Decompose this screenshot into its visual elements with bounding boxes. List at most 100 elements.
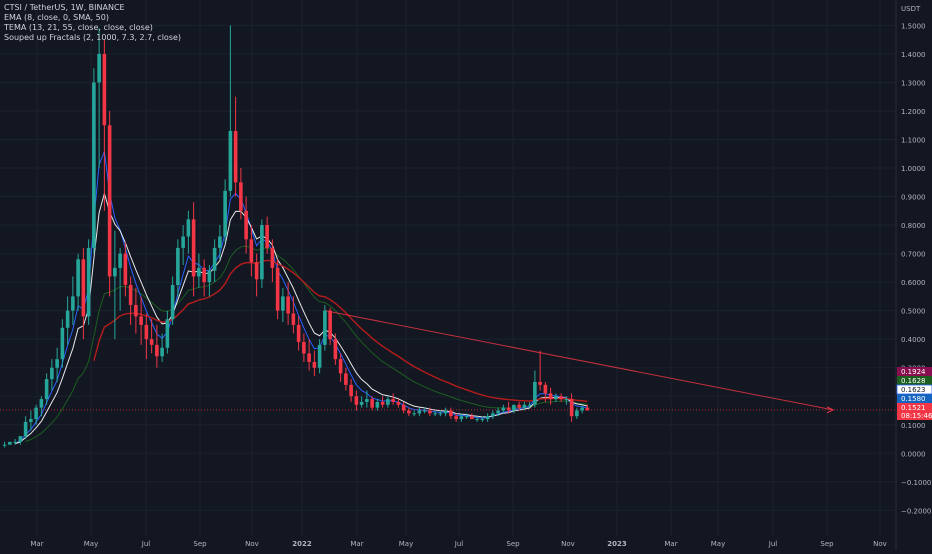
candle-body[interactable] [223, 190, 227, 237]
candle-body[interactable] [312, 362, 317, 368]
candle-body[interactable] [118, 253, 122, 268]
candle-body[interactable] [197, 267, 201, 277]
candle-body[interactable] [128, 284, 133, 305]
candle-body[interactable] [380, 401, 385, 405]
candle-body[interactable] [333, 339, 338, 360]
candle-body[interactable] [186, 219, 191, 237]
candle-body[interactable] [506, 407, 511, 411]
candle-body[interactable] [559, 396, 563, 400]
candle-body[interactable] [585, 407, 590, 411]
candle-body[interactable] [349, 384, 353, 397]
candle-body[interactable] [8, 441, 12, 445]
candle-body[interactable] [270, 247, 275, 268]
candle-body[interactable] [23, 421, 28, 437]
candle-body[interactable] [548, 393, 553, 400]
candle-body[interactable] [580, 407, 584, 411]
candle-body[interactable] [139, 316, 143, 325]
candle-body[interactable] [181, 236, 185, 248]
candle-body[interactable] [207, 270, 212, 283]
candle-body[interactable] [191, 219, 196, 277]
candle-body[interactable] [296, 324, 301, 343]
candle-body[interactable] [422, 410, 427, 412]
candle-body[interactable] [464, 416, 469, 418]
candle-body[interactable] [233, 130, 238, 183]
candle-body[interactable] [538, 381, 542, 385]
candle-body[interactable] [527, 404, 532, 406]
candle-body[interactable] [401, 404, 406, 411]
candle-body[interactable] [522, 404, 527, 408]
indicator-ema[interactable]: EMA (8, close, 0, SMA, 50) [4, 13, 109, 22]
candle-body[interactable] [239, 182, 243, 211]
candle-body[interactable] [55, 359, 59, 368]
candle-body[interactable] [480, 419, 485, 421]
candle-body[interactable] [265, 225, 269, 248]
candle-body[interactable] [149, 339, 154, 345]
candle-body[interactable] [244, 210, 248, 240]
candle-body[interactable] [302, 342, 306, 354]
candle-body[interactable] [281, 296, 285, 311]
candle-body[interactable] [517, 404, 521, 408]
candle-body[interactable] [50, 367, 54, 380]
candle-body[interactable] [44, 379, 49, 400]
candle-body[interactable] [92, 82, 96, 248]
candle-body[interactable] [18, 436, 23, 442]
candle-body[interactable] [417, 410, 422, 414]
candle-body[interactable] [438, 413, 443, 415]
candle-body[interactable] [123, 253, 128, 285]
candle-body[interactable] [370, 399, 374, 408]
candle-body[interactable] [249, 239, 254, 263]
candle-body[interactable] [459, 416, 464, 420]
candle-body[interactable] [344, 373, 348, 385]
candle-body[interactable] [307, 353, 311, 362]
candle-body[interactable] [491, 413, 495, 417]
candle-body[interactable] [275, 267, 280, 311]
candle-body[interactable] [81, 259, 86, 317]
candle-body[interactable] [365, 399, 369, 402]
candle-body[interactable] [391, 399, 395, 402]
candle-body[interactable] [76, 259, 80, 297]
candle-body[interactable] [102, 53, 107, 126]
candle-body[interactable] [286, 296, 290, 314]
candle-body[interactable] [202, 267, 206, 283]
candle-body[interactable] [65, 310, 70, 328]
candle-body[interactable] [454, 416, 458, 420]
candle-body[interactable] [328, 310, 332, 340]
candle-body[interactable] [97, 53, 101, 83]
candle-body[interactable] [533, 381, 537, 405]
candle-body[interactable] [554, 396, 558, 400]
candle-body[interactable] [485, 416, 490, 420]
candle-body[interactable] [86, 247, 91, 317]
candle-body[interactable] [144, 324, 149, 340]
candle-body[interactable] [569, 399, 574, 417]
candle-body[interactable] [543, 384, 548, 394]
candle-body[interactable] [433, 413, 437, 415]
candle-body[interactable] [71, 296, 75, 311]
candle-body[interactable] [165, 319, 170, 348]
candle-body[interactable] [260, 225, 264, 280]
candle-body[interactable] [512, 404, 516, 411]
candle-body[interactable] [564, 399, 569, 401]
candle-body[interactable] [39, 399, 44, 408]
candle-body[interactable] [113, 267, 117, 277]
candle-body[interactable] [170, 284, 175, 320]
candle-body[interactable] [29, 419, 33, 422]
candle-body[interactable] [470, 416, 474, 420]
candle-body[interactable] [338, 359, 343, 374]
candle-body[interactable] [428, 410, 432, 414]
candle-body[interactable] [359, 401, 364, 405]
candle-body[interactable] [449, 410, 453, 417]
candle-body[interactable] [160, 347, 164, 357]
candle-body[interactable] [575, 410, 579, 417]
candle-body[interactable] [317, 344, 322, 368]
candle-body[interactable] [218, 236, 222, 248]
indicator-tema[interactable]: TEMA (13, 21, 55, close, close, close) [4, 23, 153, 32]
indicator-fractals[interactable]: Souped up Fractals (2, 1000, 7.3, 2.7, c… [4, 33, 182, 42]
candle-body[interactable] [407, 410, 411, 414]
candle-body[interactable] [475, 419, 479, 421]
candle-body[interactable] [212, 247, 217, 271]
candle-body[interactable] [396, 401, 401, 405]
candle-body[interactable] [323, 310, 327, 345]
candle-body[interactable] [501, 407, 506, 411]
